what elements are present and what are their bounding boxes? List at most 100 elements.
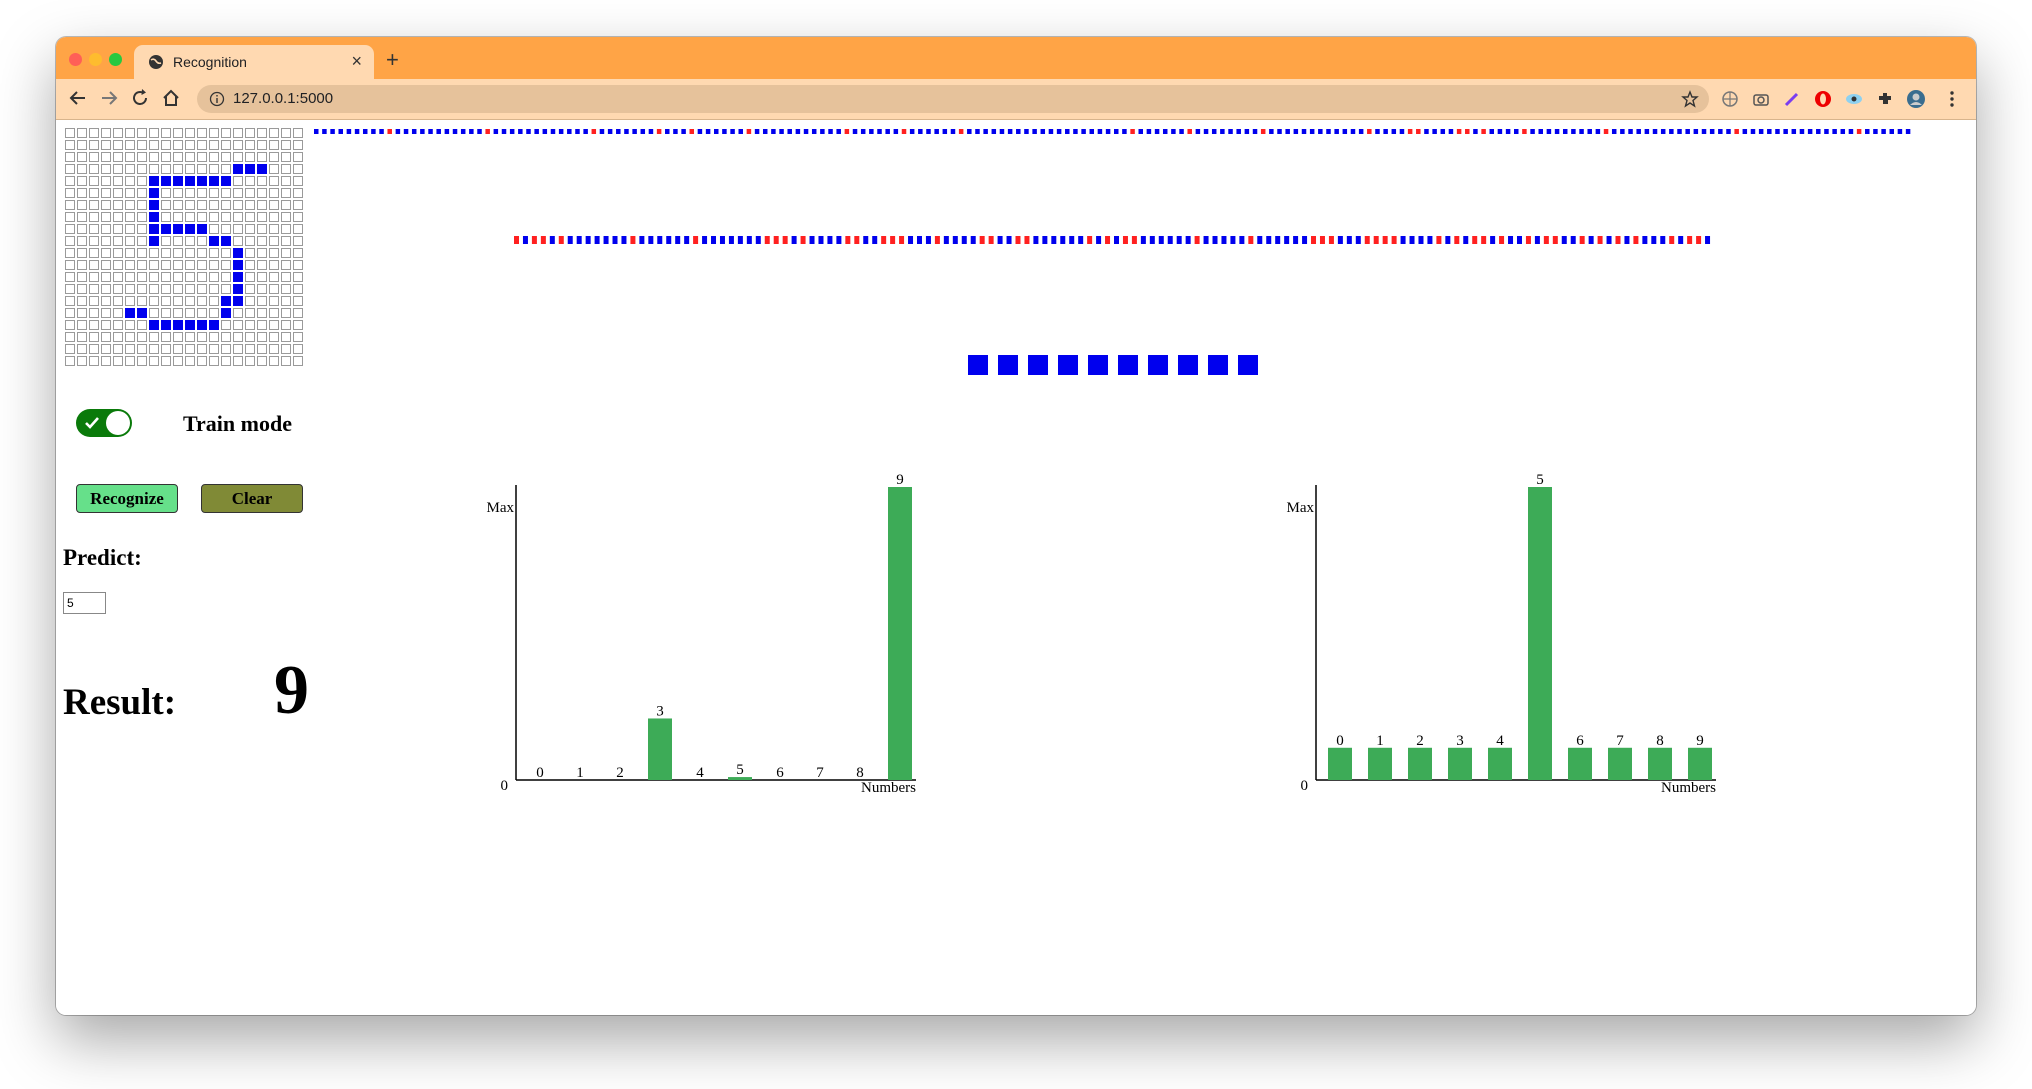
grid-cell[interactable] [173,212,183,222]
grid-cell[interactable] [137,356,147,366]
grid-cell[interactable] [149,212,159,222]
grid-cell[interactable] [257,284,267,294]
grid-cell[interactable] [269,344,279,354]
grid-cell[interactable] [209,320,219,330]
grid-cell[interactable] [197,128,207,138]
grid-cell[interactable] [101,164,111,174]
grid-cell[interactable] [125,188,135,198]
grid-cell[interactable] [149,164,159,174]
grid-cell[interactable] [197,320,207,330]
grid-cell[interactable] [245,296,255,306]
grid-cell[interactable] [269,284,279,294]
grid-cell[interactable] [293,164,303,174]
grid-cell[interactable] [173,308,183,318]
grid-cell[interactable] [125,200,135,210]
grid-cell[interactable] [197,224,207,234]
grid-cell[interactable] [113,188,123,198]
grid-cell[interactable] [185,176,195,186]
grid-cell[interactable] [197,308,207,318]
grid-cell[interactable] [161,152,171,162]
grid-cell[interactable] [257,260,267,270]
puzzle-extensions-icon[interactable] [1875,89,1895,109]
grid-cell[interactable] [257,332,267,342]
grid-cell[interactable] [233,356,243,366]
grid-cell[interactable] [137,248,147,258]
grid-cell[interactable] [269,128,279,138]
grid-cell[interactable] [233,212,243,222]
grid-cell[interactable] [293,320,303,330]
grid-cell[interactable] [281,332,291,342]
grid-cell[interactable] [293,212,303,222]
grid-cell[interactable] [221,260,231,270]
grid-cell[interactable] [89,176,99,186]
grid-cell[interactable] [221,320,231,330]
grid-cell[interactable] [269,236,279,246]
grid-cell[interactable] [281,344,291,354]
grid-cell[interactable] [281,224,291,234]
grid-cell[interactable] [161,320,171,330]
grid-cell[interactable] [233,332,243,342]
grid-cell[interactable] [101,272,111,282]
grid-cell[interactable] [257,308,267,318]
grid-cell[interactable] [209,236,219,246]
grid-cell[interactable] [149,152,159,162]
grid-cell[interactable] [101,236,111,246]
grid-cell[interactable] [221,224,231,234]
grid-cell[interactable] [137,152,147,162]
grid-cell[interactable] [125,152,135,162]
grid-cell[interactable] [101,296,111,306]
grid-cell[interactable] [161,224,171,234]
grid-cell[interactable] [161,308,171,318]
grid-cell[interactable] [293,248,303,258]
grid-cell[interactable] [257,224,267,234]
grid-cell[interactable] [173,260,183,270]
grid-cell[interactable] [77,164,87,174]
grid-cell[interactable] [245,272,255,282]
grid-cell[interactable] [113,344,123,354]
grid-cell[interactable] [137,344,147,354]
grid-cell[interactable] [65,164,75,174]
grid-cell[interactable] [137,200,147,210]
grid-cell[interactable] [101,200,111,210]
clear-button[interactable]: Clear [201,484,303,513]
grid-cell[interactable] [65,296,75,306]
grid-cell[interactable] [125,260,135,270]
grid-cell[interactable] [233,308,243,318]
window-maximize-button[interactable] [109,53,122,66]
grid-cell[interactable] [89,212,99,222]
grid-cell[interactable] [269,320,279,330]
grid-cell[interactable] [185,248,195,258]
grid-cell[interactable] [125,212,135,222]
grid-cell[interactable] [281,236,291,246]
grid-cell[interactable] [77,272,87,282]
grid-cell[interactable] [113,332,123,342]
grid-cell[interactable] [185,224,195,234]
grid-cell[interactable] [233,320,243,330]
grid-cell[interactable] [269,356,279,366]
grid-cell[interactable] [173,344,183,354]
grid-cell[interactable] [281,164,291,174]
grid-cell[interactable] [161,140,171,150]
grid-cell[interactable] [173,296,183,306]
grid-cell[interactable] [197,152,207,162]
opera-extension-icon[interactable] [1813,89,1833,109]
grid-cell[interactable] [245,260,255,270]
grid-cell[interactable] [125,140,135,150]
grid-cell[interactable] [245,308,255,318]
grid-cell[interactable] [197,356,207,366]
grid-cell[interactable] [65,140,75,150]
grid-cell[interactable] [281,272,291,282]
grid-cell[interactable] [137,320,147,330]
grid-cell[interactable] [185,188,195,198]
grid-cell[interactable] [257,344,267,354]
grid-cell[interactable] [233,152,243,162]
grid-cell[interactable] [77,224,87,234]
grid-cell[interactable] [101,284,111,294]
grid-cell[interactable] [197,176,207,186]
grid-cell[interactable] [257,188,267,198]
grid-cell[interactable] [269,188,279,198]
grid-cell[interactable] [233,140,243,150]
grid-cell[interactable] [233,284,243,294]
profile-avatar-icon[interactable] [1906,89,1926,109]
grid-cell[interactable] [209,356,219,366]
